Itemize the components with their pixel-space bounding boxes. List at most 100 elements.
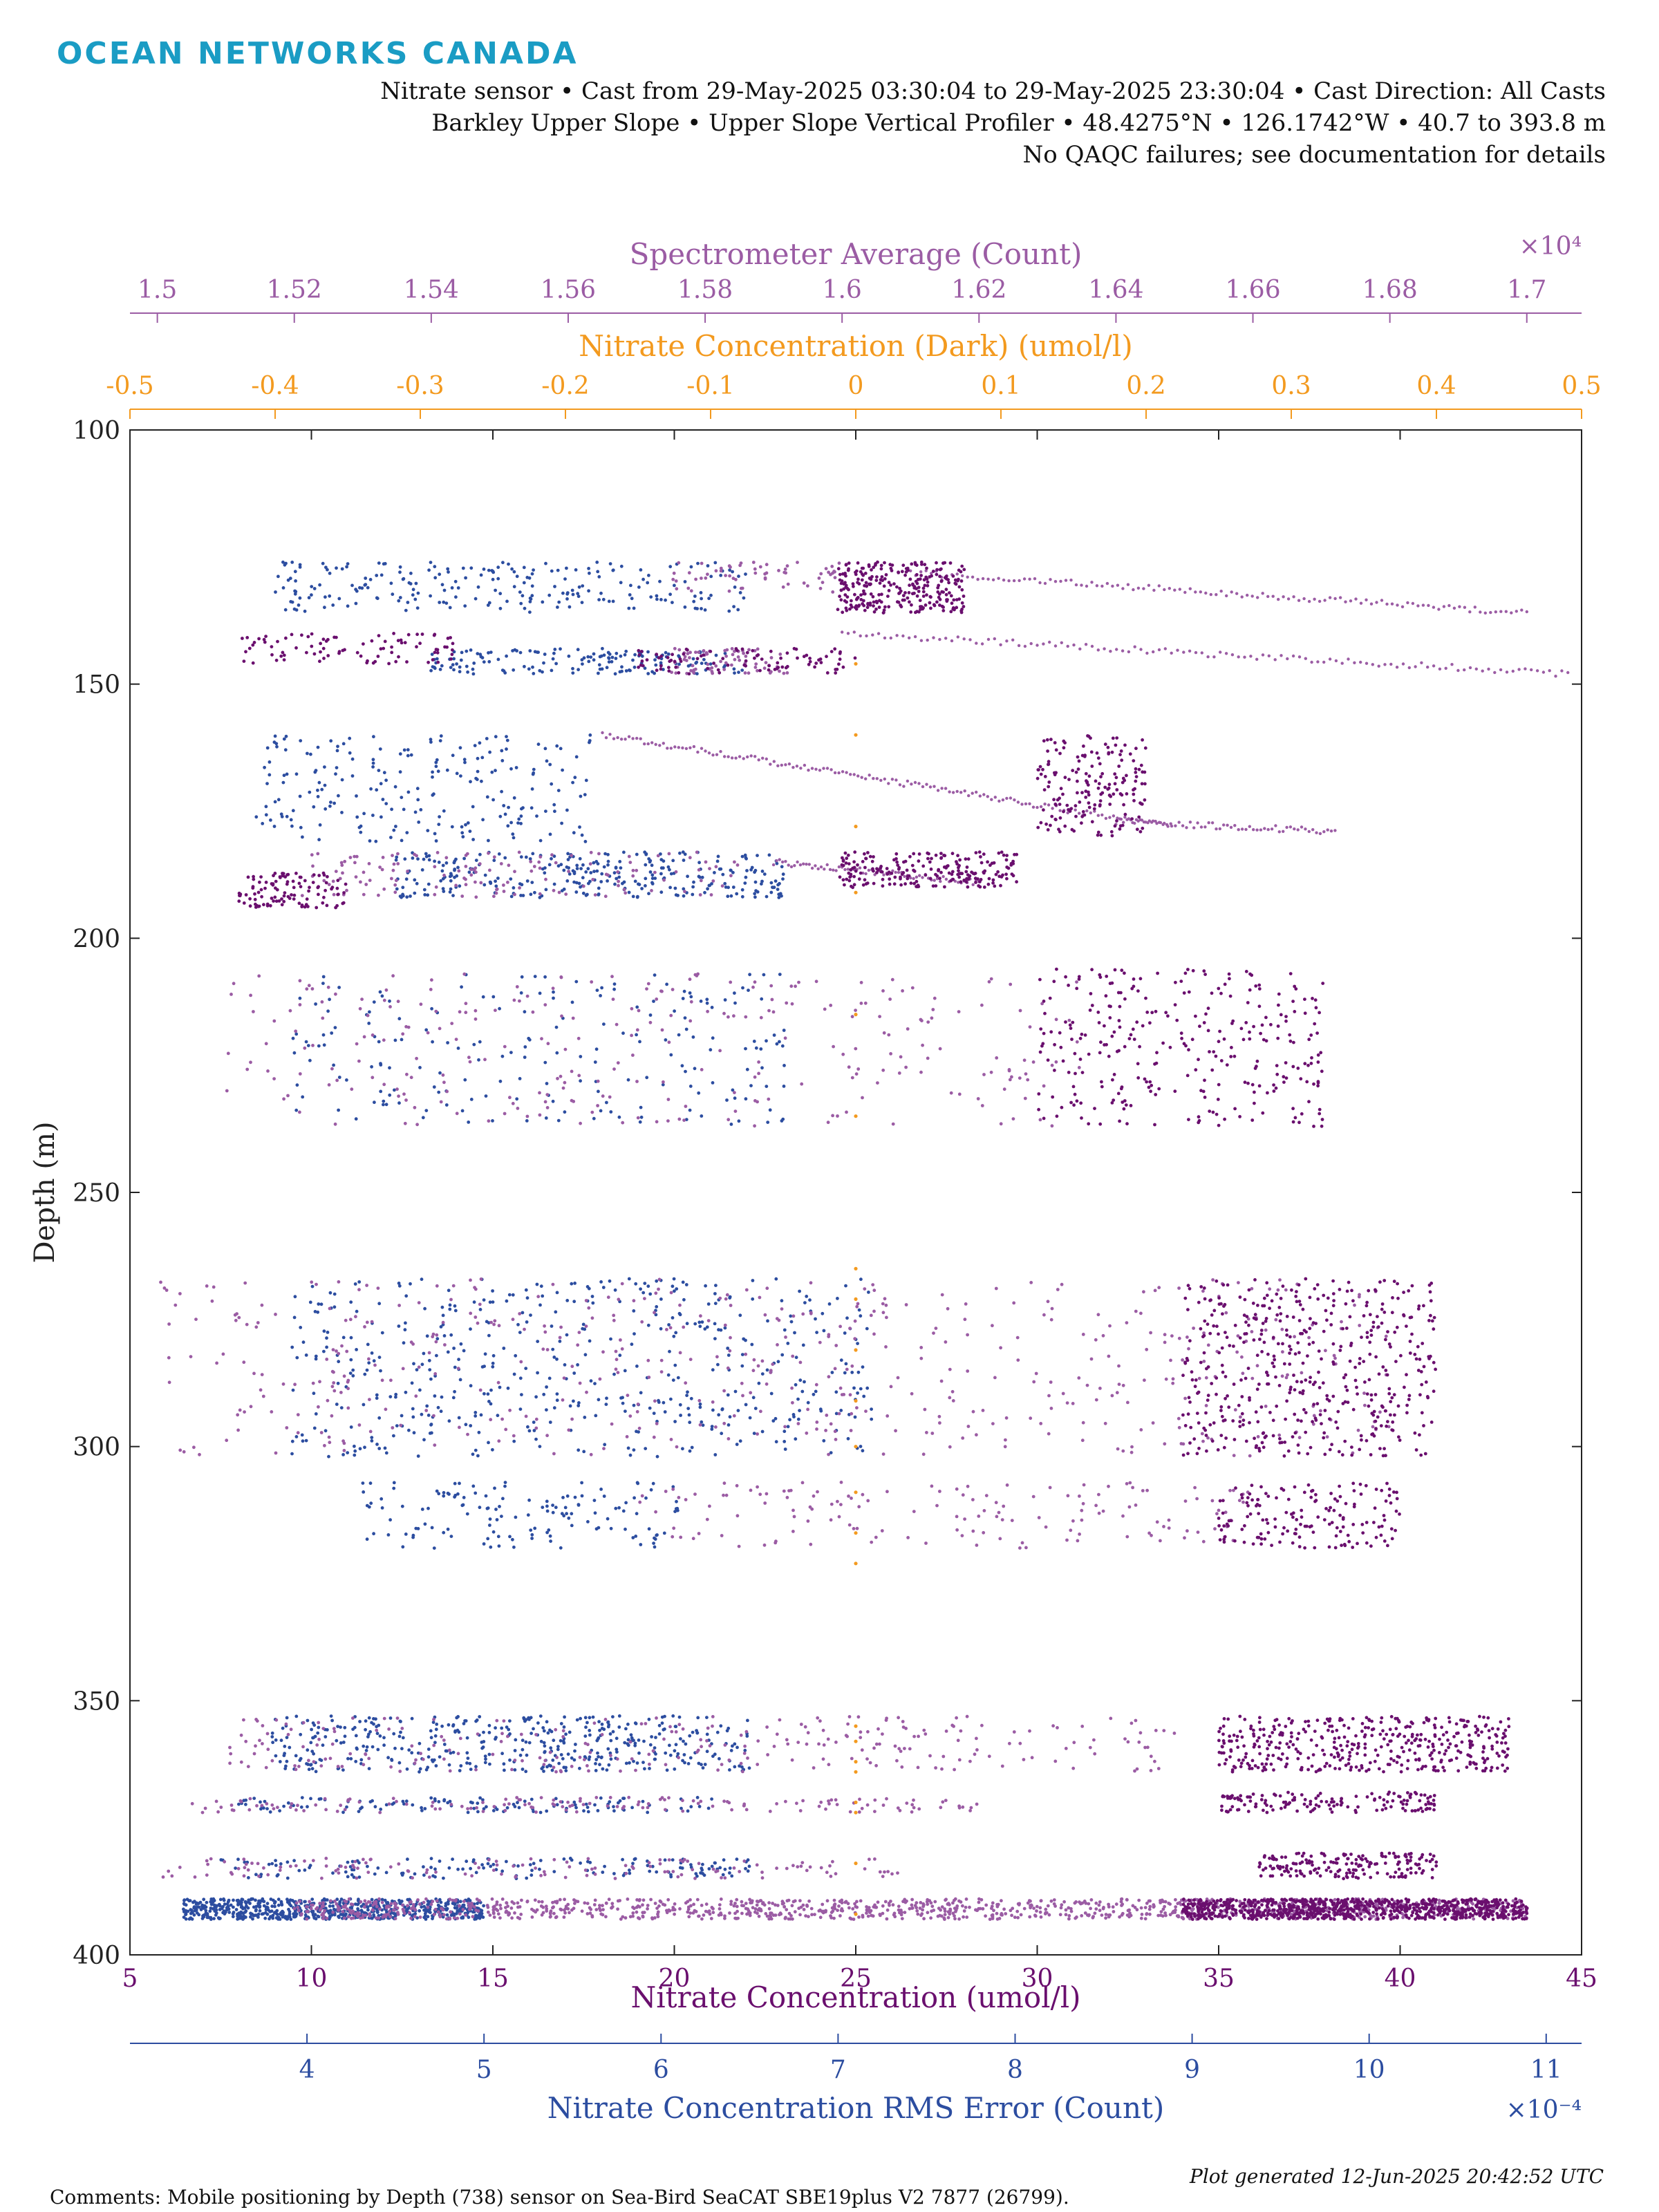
rms-point	[294, 1032, 299, 1036]
rms-point	[298, 596, 302, 600]
rms-point	[634, 1282, 638, 1286]
rms-point	[325, 1345, 328, 1349]
spectrometer-point	[847, 1494, 850, 1498]
rms-point	[704, 1284, 707, 1288]
rms-point	[587, 659, 591, 664]
spectrometer-point	[397, 1862, 401, 1866]
rms-point	[615, 877, 619, 881]
rms-point	[422, 1351, 426, 1356]
spectrometer-point	[472, 868, 476, 872]
rms-point	[606, 863, 610, 867]
spectrometer-point	[631, 874, 635, 878]
rms-point	[710, 1797, 713, 1801]
rms-point	[567, 1516, 571, 1520]
rms-point	[384, 778, 388, 782]
spectrometer-point	[818, 1340, 822, 1344]
spectrometer-point	[1185, 1335, 1189, 1339]
spectrometer-point	[1034, 1371, 1038, 1376]
rms-point	[699, 1000, 703, 1003]
spectrometer-point	[699, 879, 703, 883]
spectrometer-point	[881, 1452, 885, 1456]
rms-point	[700, 1763, 703, 1767]
rms-point	[422, 1873, 426, 1877]
spectrometer-point	[357, 1288, 361, 1292]
rms-point	[448, 1799, 452, 1803]
spectrometer-point	[966, 1484, 970, 1488]
spectrometer-point	[977, 1515, 981, 1518]
spectrometer-point	[1134, 1309, 1138, 1313]
rms-point	[481, 1915, 485, 1920]
rms-point	[270, 1735, 274, 1738]
rms-point	[518, 1077, 522, 1080]
spectrometer-point	[1081, 1421, 1085, 1425]
rms-point	[570, 1756, 574, 1760]
rms-point	[796, 1417, 800, 1421]
spectrometer-point	[821, 1728, 825, 1732]
rms-point	[441, 877, 445, 881]
rms-point	[621, 881, 624, 885]
spectrometer-point	[652, 1435, 656, 1439]
rms-point	[222, 1897, 225, 1901]
rms-point	[774, 1416, 778, 1421]
rms-point	[518, 590, 522, 594]
spectrometer-point	[252, 1371, 256, 1376]
rms-point	[386, 1901, 390, 1904]
rms-point	[281, 1726, 285, 1730]
rms-point	[394, 1395, 397, 1399]
rms-point	[548, 832, 552, 836]
spectrometer-point	[1012, 1730, 1016, 1734]
spectrometer-point	[1268, 1287, 1272, 1291]
rms-point	[552, 990, 555, 994]
spectrometer-point	[669, 1013, 673, 1018]
spectrometer-point	[391, 868, 395, 872]
spectrometer-point	[332, 1381, 336, 1385]
rms-point	[521, 1311, 525, 1315]
spectrometer-point	[647, 1861, 651, 1865]
spectrometer-point	[517, 1798, 521, 1802]
spectrometer-point	[872, 1309, 876, 1313]
spectrometer-point	[826, 1737, 830, 1741]
spectrometer-point	[775, 1317, 779, 1320]
spectrometer-point	[529, 860, 533, 863]
spectrometer-point	[910, 1810, 914, 1814]
rms-point	[575, 863, 579, 868]
rms-point	[701, 1766, 705, 1770]
rms-point	[542, 661, 545, 665]
rms-point	[346, 562, 350, 565]
rms-point	[426, 1900, 430, 1903]
spectrometer-point	[682, 1325, 686, 1329]
spectrometer-point	[859, 1736, 863, 1740]
rms-point	[442, 1334, 447, 1338]
spectrometer-point	[424, 1871, 429, 1875]
rms-point	[579, 1861, 582, 1865]
rms-point	[713, 561, 718, 565]
spectrometer-point	[1196, 1530, 1200, 1535]
rms-point	[632, 1759, 635, 1763]
rms-point	[565, 808, 569, 812]
spectrometer-point	[600, 1733, 604, 1736]
spectrometer-point	[1256, 1435, 1260, 1438]
rms-point	[371, 758, 375, 762]
spectrometer-point	[488, 868, 491, 872]
rms-point	[474, 859, 478, 862]
spectrometer-point	[223, 1859, 227, 1864]
spectrometer-point	[576, 1343, 580, 1347]
rms-point	[287, 1907, 290, 1911]
rms-point	[394, 858, 398, 862]
spectrometer-point	[994, 1501, 998, 1505]
rms-point	[465, 1751, 469, 1755]
rms-point	[552, 1406, 556, 1410]
rms-point	[676, 1752, 680, 1756]
spectrometer-point	[314, 1803, 318, 1807]
rms-point	[733, 1096, 737, 1100]
rms-point	[330, 1718, 334, 1723]
rms-point	[599, 994, 602, 997]
rms-point	[378, 990, 382, 994]
spectrometer-point	[674, 1730, 678, 1734]
spectrometer-point	[785, 564, 789, 568]
rms-point	[272, 740, 276, 744]
rms-point	[715, 859, 720, 863]
spectrometer-point	[795, 1801, 798, 1806]
rms-point	[611, 599, 615, 603]
spectrometer-point	[312, 1760, 316, 1764]
